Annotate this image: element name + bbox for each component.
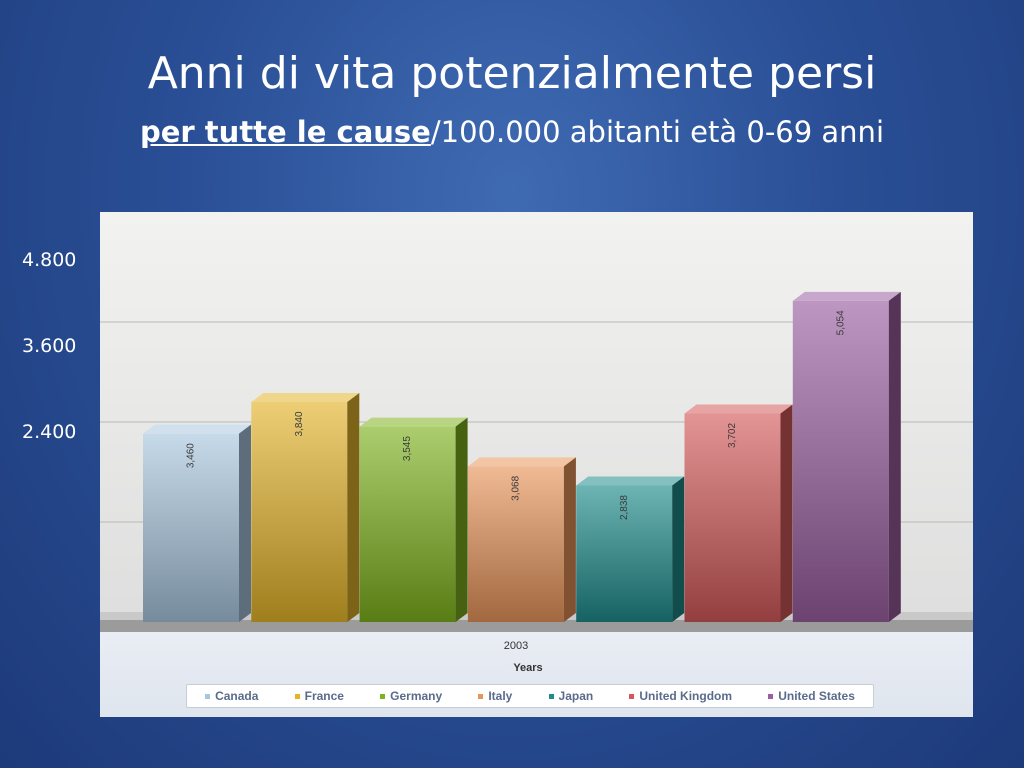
bar-side (347, 393, 360, 622)
bar-canada: 3,460 (143, 424, 251, 622)
legend-label: Italy (488, 689, 513, 703)
data-label: 3,068 (511, 475, 522, 500)
x-tick-label: 2003 (504, 640, 528, 652)
bar-front (576, 485, 673, 622)
bar-top (143, 424, 251, 434)
legend-item: Canada (205, 689, 258, 703)
bar-side (239, 424, 251, 622)
bar-top (251, 393, 360, 402)
data-label: 5,054 (835, 310, 846, 335)
bar-top (576, 476, 685, 486)
bar-front (251, 402, 348, 622)
legend-swatch (205, 693, 211, 699)
bar-top (684, 404, 793, 414)
data-label: 3,545 (402, 436, 413, 461)
legend-swatch (768, 693, 774, 699)
slide-subtitle: per tutte le cause/100.000 abitanti età … (0, 112, 1024, 152)
y-tick-label: 4.800 (22, 249, 77, 271)
bar-side (563, 457, 576, 622)
data-label: 3,702 (727, 423, 738, 448)
bar-top (792, 291, 901, 301)
legend-label: United Kingdom (639, 689, 733, 703)
bar-united-states: 5,054 (792, 291, 901, 622)
bar-front (684, 413, 781, 622)
legend-label: Japan (558, 689, 594, 703)
subtitle-rest: /100.000 abitanti età 0-69 anni (430, 115, 884, 149)
bar-front (359, 426, 456, 622)
legend-item: United Kingdom (629, 689, 732, 703)
bar-front (792, 300, 889, 622)
legend-item: Japan (548, 689, 594, 703)
bars: 3,460 3,840 3,545 3,068 2,838 3,702 5,054 (143, 291, 901, 622)
legend-swatch (294, 693, 300, 699)
legend-item: United States (768, 689, 855, 703)
bar-side (780, 404, 793, 622)
bar-japan: 2,838 (576, 476, 685, 622)
bar-side (455, 417, 468, 622)
bar-side (888, 291, 901, 622)
data-label: 2,838 (619, 495, 630, 520)
legend-label: Canada (215, 689, 259, 703)
legend-item: Germany (380, 689, 442, 703)
slide-title: Anni di vita potenzialmente persi (147, 48, 877, 99)
legend-swatch (548, 693, 554, 699)
bar-france: 3,840 (251, 393, 360, 622)
legend-label: Germany (390, 689, 443, 703)
y-tick-label: 2.400 (22, 421, 77, 443)
legend: Canada France Germany Italy Japan United King… (186, 684, 874, 708)
bar-front (467, 466, 564, 622)
bar-italy: 3,068 (467, 457, 576, 622)
bar-chart: 3,460 3,840 3,545 3,068 2,838 3,702 5,054 2003… (100, 212, 973, 717)
data-label: 3,840 (294, 411, 305, 436)
legend-label: France (304, 689, 344, 703)
bar-top (359, 417, 468, 427)
bar-top (467, 457, 576, 467)
chart-base-edge (100, 620, 973, 632)
legend-item: France (294, 689, 344, 703)
legend-item: Italy (478, 689, 512, 703)
bar-united-kingdom: 3,702 (684, 404, 793, 622)
bar-germany: 3,545 (359, 417, 468, 622)
data-label: 3,460 (186, 443, 197, 468)
legend-swatch (629, 693, 635, 699)
legend-swatch (478, 693, 484, 699)
y-tick-label: 3.600 (22, 335, 77, 357)
subtitle-emphasis: per tutte le cause (139, 115, 431, 149)
x-axis-label: Years (513, 662, 542, 674)
bar-front (143, 433, 239, 622)
bar-side (672, 476, 685, 622)
legend-label: United States (778, 689, 855, 703)
legend-swatch (380, 693, 386, 699)
chart-panel: 3,460 3,840 3,545 3,068 2,838 3,702 5,054 2003… (100, 212, 973, 717)
